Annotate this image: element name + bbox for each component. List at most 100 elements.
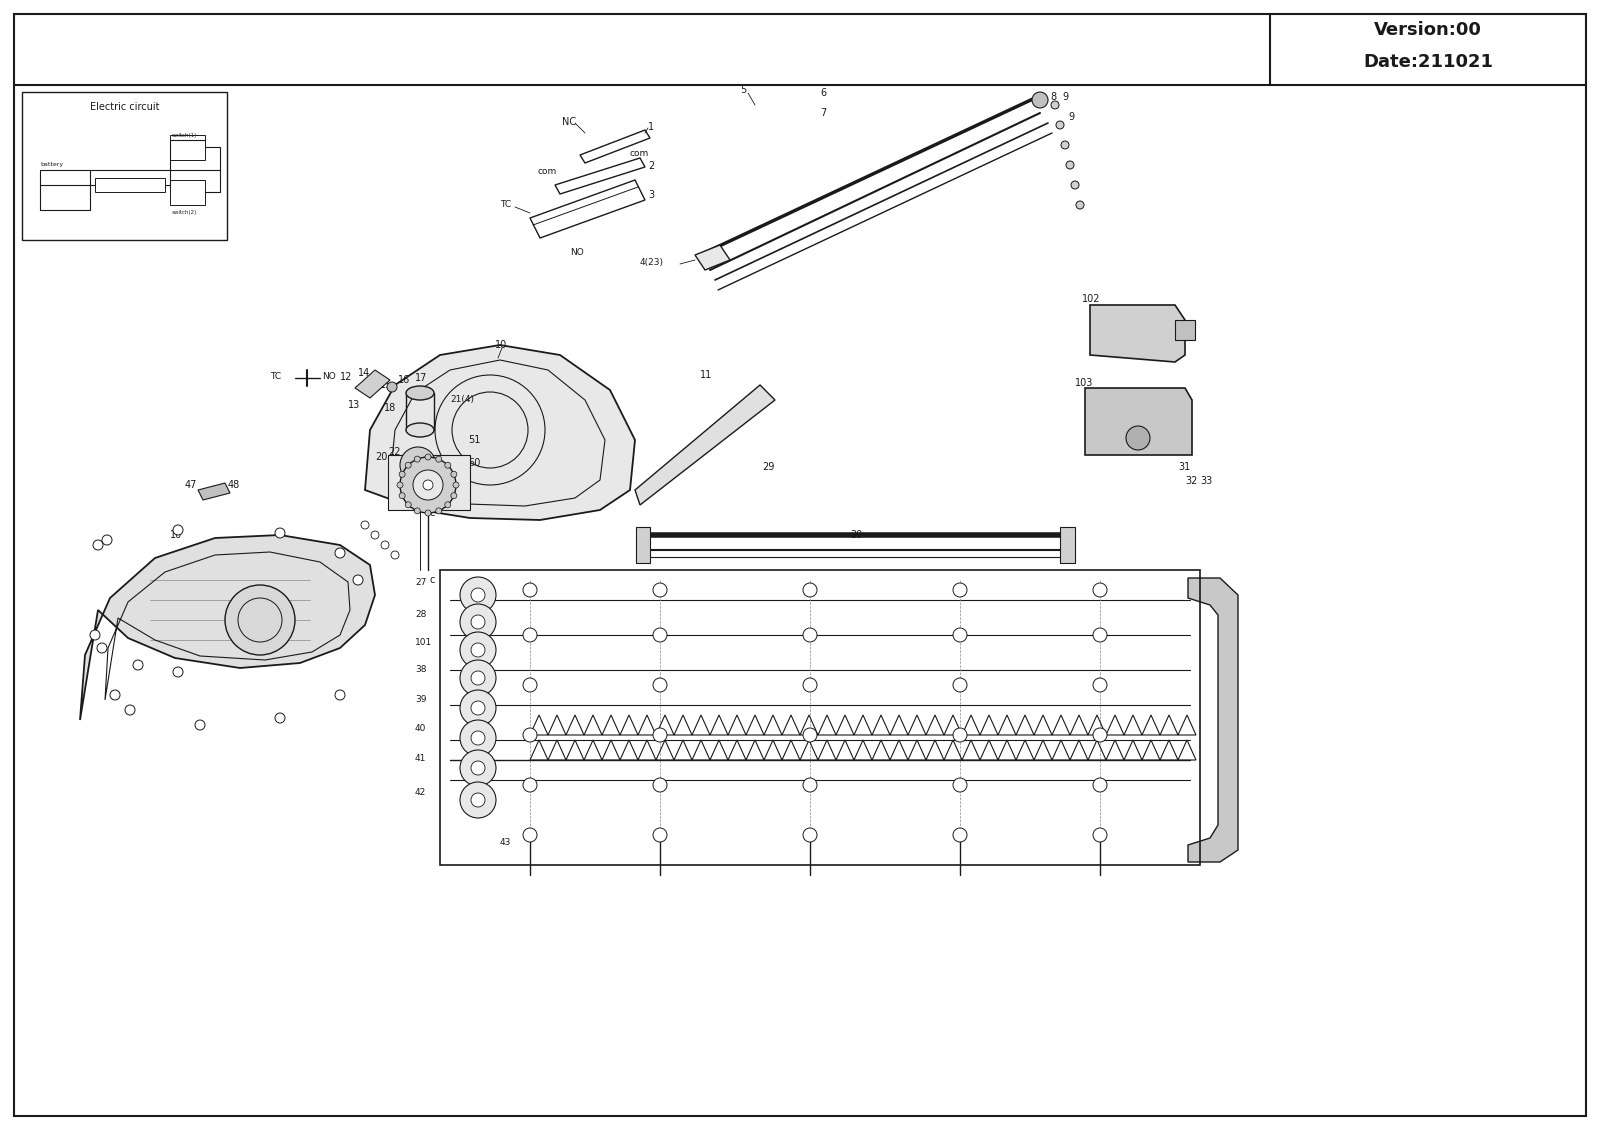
Circle shape [1093,728,1107,742]
Text: 41: 41 [414,754,426,763]
Polygon shape [94,179,165,192]
Circle shape [445,462,451,468]
Circle shape [422,480,434,490]
Circle shape [387,382,397,392]
Text: 16: 16 [398,375,410,385]
Text: 23: 23 [390,458,402,468]
Text: 43: 43 [499,838,512,848]
Polygon shape [1187,579,1238,862]
Circle shape [1093,777,1107,792]
Circle shape [405,462,411,468]
Circle shape [362,521,370,529]
Text: 29: 29 [762,462,774,472]
Circle shape [173,667,182,677]
Circle shape [954,583,966,597]
Circle shape [470,615,485,629]
Circle shape [461,782,496,818]
Circle shape [1126,426,1150,450]
Circle shape [451,471,458,477]
Circle shape [405,502,411,507]
Text: 42: 42 [414,788,426,797]
Polygon shape [694,245,730,270]
Text: 51: 51 [467,435,480,445]
Text: TC: TC [499,200,510,209]
Text: 38: 38 [414,664,427,673]
Circle shape [397,483,403,488]
Circle shape [653,828,667,842]
Text: 25: 25 [390,478,403,488]
Circle shape [371,531,379,539]
Text: 103: 103 [1075,379,1093,388]
Circle shape [1093,678,1107,692]
Polygon shape [365,345,635,520]
Circle shape [1032,92,1048,108]
Circle shape [1093,828,1107,842]
Text: 5: 5 [739,85,746,95]
Text: 4(23): 4(23) [640,258,664,267]
Text: 27: 27 [414,579,426,586]
Circle shape [1093,583,1107,597]
Circle shape [954,678,966,692]
Circle shape [445,502,451,507]
Text: TC: TC [270,372,282,381]
Polygon shape [1090,305,1186,362]
Circle shape [413,470,443,499]
Circle shape [226,585,294,655]
Text: 17: 17 [414,373,427,383]
Text: 50: 50 [467,458,480,468]
Text: 18: 18 [384,403,397,412]
Circle shape [470,731,485,745]
Circle shape [470,643,485,657]
Text: 15: 15 [381,380,392,390]
Circle shape [523,628,538,642]
Circle shape [954,628,966,642]
Text: CHT18T: CHT18T [562,32,718,66]
Text: 1: 1 [648,122,654,132]
Circle shape [523,678,538,692]
Circle shape [426,510,430,516]
Circle shape [90,631,99,640]
Circle shape [334,548,346,558]
Circle shape [125,705,134,715]
Circle shape [435,457,442,462]
Circle shape [470,793,485,807]
Circle shape [461,660,496,696]
Text: 101: 101 [414,638,432,647]
Circle shape [653,628,667,642]
Circle shape [803,728,818,742]
Circle shape [400,457,456,513]
Circle shape [1051,101,1059,108]
Text: switch(1): switch(1) [173,133,197,138]
Circle shape [110,690,120,699]
Circle shape [653,777,667,792]
Text: Version:00: Version:00 [1374,21,1482,40]
Text: 31: 31 [1178,462,1190,472]
Polygon shape [387,455,470,510]
Circle shape [803,583,818,597]
Circle shape [414,457,421,462]
Text: 24: 24 [390,468,402,478]
Text: 3: 3 [648,190,654,200]
Circle shape [461,632,496,668]
Circle shape [653,728,667,742]
Circle shape [1056,121,1064,129]
Polygon shape [80,534,374,720]
Text: Date:211021: Date:211021 [1363,53,1493,71]
Circle shape [954,828,966,842]
Circle shape [334,690,346,699]
Polygon shape [1174,320,1195,340]
Text: 10: 10 [494,340,507,350]
Circle shape [954,777,966,792]
Circle shape [1070,181,1078,189]
Ellipse shape [406,423,434,437]
Text: com: com [538,167,557,176]
Polygon shape [635,385,774,505]
Text: 21(4): 21(4) [450,396,474,405]
Text: 28: 28 [414,610,426,619]
Circle shape [93,540,102,550]
Circle shape [398,471,405,477]
Circle shape [354,575,363,585]
Text: c: c [430,508,435,518]
Text: CHT18T: CHT18T [536,14,704,52]
Circle shape [381,541,389,549]
